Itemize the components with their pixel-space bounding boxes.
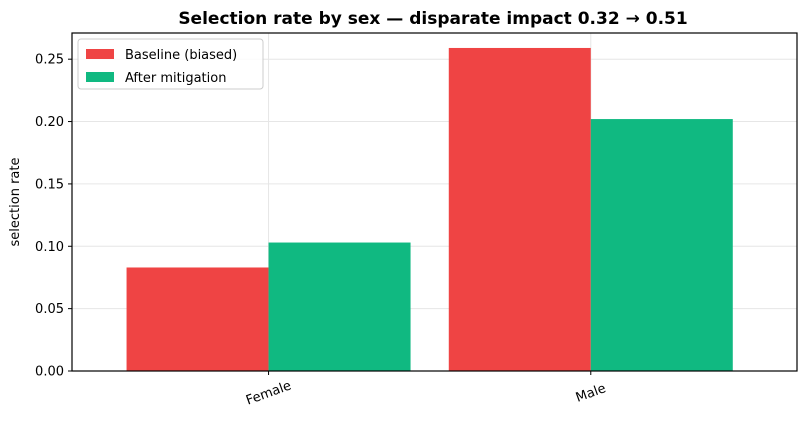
y-axis-label: selection rate xyxy=(8,158,23,247)
bar-female-series-1 xyxy=(268,242,411,371)
legend-swatch xyxy=(86,49,114,59)
bar-female-series-0 xyxy=(126,267,269,371)
bar-male-series-1 xyxy=(590,119,733,371)
legend-box xyxy=(77,38,264,90)
y-tick-label: 0.10 xyxy=(35,240,64,255)
plot-frame xyxy=(71,32,798,372)
y-axis-ticks: 0.00 0.05 0.10 0.15 0.20 0.25 xyxy=(35,53,72,380)
legend-label: Baseline (biased) xyxy=(125,48,237,63)
y-tick-label: 0.00 xyxy=(35,365,64,380)
y-tick-label: 0.25 xyxy=(35,53,64,68)
bars xyxy=(126,47,733,371)
chart-title: Selection rate by sex — disparate impact… xyxy=(178,9,687,29)
x-tick-label: Male xyxy=(574,381,608,406)
legend-label: After mitigation xyxy=(125,71,226,86)
x-tick-label: Female xyxy=(244,378,293,408)
legend: Baseline (biased) After mitigation xyxy=(77,38,264,90)
bar-male-series-0 xyxy=(448,47,591,371)
legend-swatch xyxy=(86,72,114,82)
x-axis-ticks: Female Male xyxy=(244,371,608,409)
y-tick-label: 0.05 xyxy=(35,302,64,317)
y-tick-label: 0.15 xyxy=(35,177,64,192)
y-tick-label: 0.20 xyxy=(35,115,64,130)
